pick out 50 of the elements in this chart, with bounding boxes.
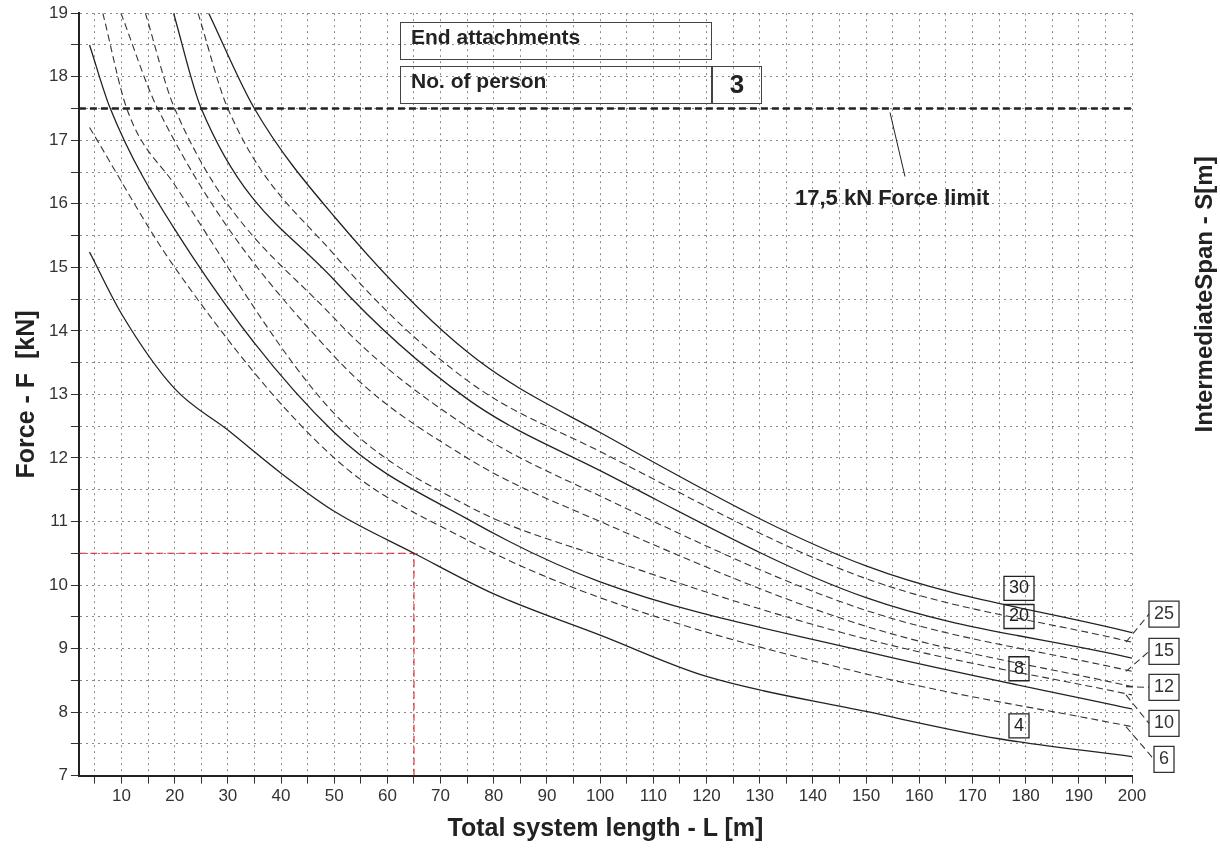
x-tick-label: 180 (1011, 786, 1040, 806)
x-tick-label: 80 (484, 786, 504, 806)
y-tick-label: 15 (48, 257, 68, 277)
annotation: No. of person (400, 66, 712, 104)
x-tick-label: 150 (851, 786, 881, 806)
x-tick-label: 190 (1064, 786, 1093, 806)
legend-label: 15 (1153, 640, 1175, 661)
series-label: 30 (1008, 577, 1030, 598)
x-axis-title: Total system length - L [m] (447, 812, 764, 841)
x-tick-label: 160 (905, 786, 934, 806)
x-tick-label: 200 (1117, 786, 1147, 806)
legend-label: 6 (1158, 748, 1170, 769)
x-tick-label: 170 (958, 786, 987, 806)
x-tick-label: 140 (798, 786, 828, 806)
y-tick-label: 18 (48, 66, 68, 86)
x-tick-label: 30 (218, 786, 238, 806)
series-label: 8 (1013, 657, 1024, 678)
y-tick-label: 12 (48, 447, 68, 467)
y-tick-label: 16 (48, 193, 68, 213)
legend-label: 12 (1153, 676, 1175, 697)
x-tick-label: 100 (585, 786, 615, 806)
x-tick-label: 90 (537, 786, 557, 806)
y2-axis-title: IntermediateSpan - S[m] (1189, 156, 1217, 433)
y-axis-title: Force - F [kN] (10, 310, 39, 479)
ref-line-label: 17,5 kN Force limit (795, 184, 991, 210)
x-tick-label: 70 (431, 786, 451, 806)
x-tick-label: 10 (112, 786, 131, 806)
x-tick-label: 40 (271, 786, 291, 806)
y-tick-label: 10 (48, 574, 68, 594)
y-tick-label: 8 (58, 701, 68, 721)
legend-label: 20 (1008, 605, 1030, 626)
y-tick-label: 14 (48, 320, 68, 340)
line-series (88, 251, 1132, 758)
y-tick-label: 7 (58, 765, 68, 785)
y-tick-label: 19 (48, 2, 68, 22)
x-tick-label: 110 (639, 786, 667, 806)
legend-label: 10 (1153, 712, 1175, 733)
x-tick-label: 60 (377, 786, 397, 806)
annotation: End attachments (400, 22, 712, 60)
y-tick-label: 11 (50, 511, 68, 531)
y-tick-label: 17 (48, 129, 68, 149)
series-label: 25 (1153, 603, 1175, 624)
x-tick-label: 20 (165, 786, 185, 806)
series-label: 4 (1013, 714, 1024, 735)
y-tick-label: 13 (48, 384, 68, 404)
x-tick-label: 130 (745, 786, 774, 806)
y-tick-label: 9 (58, 638, 68, 658)
x-tick-label: 120 (692, 786, 721, 806)
annotation: 3 (712, 66, 762, 104)
x-tick-label: 50 (324, 786, 344, 806)
